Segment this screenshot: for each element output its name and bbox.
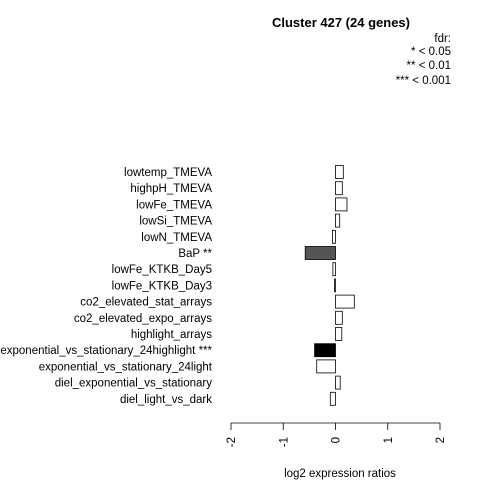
x-tick-label: 1 [383,437,395,443]
category-label: lowSi_TMEVA [139,216,212,228]
legend-title: fdr: [434,33,451,45]
bar [335,165,344,179]
x-axis-label: log2 expression ratios [284,468,396,480]
bar [335,213,341,228]
legend: fdr: * < 0.05 ** < 0.01 *** < 0.001 [396,33,451,87]
chart-title: Cluster 427 (24 genes) [272,15,410,30]
category-label: exponential_vs_stationary_24highlight **… [0,345,212,357]
category-label: highpH_TMEVA [130,183,212,195]
category-label: exponential_vs_stationary_24light [39,361,213,373]
bar [335,327,343,341]
x-tick-label: -1 [278,437,290,447]
bar [335,181,343,196]
category-label: lowFe_KTKB_Day3 [112,280,212,292]
bar [314,343,336,358]
bar [335,294,355,309]
bar [329,391,336,406]
category-label: diel_light_vs_dark [120,394,212,406]
legend-entry-1: * < 0.05 [411,46,451,58]
category-label: lowtemp_TMEVA [124,167,212,179]
bar [335,197,348,212]
bar [304,246,336,260]
category-label: diel_exponential_vs_stationary [55,378,213,390]
bar [316,359,336,374]
category-label: BaP ** [178,248,212,260]
legend-entry-2: ** < 0.01 [407,60,451,72]
x-tick-label: -2 [226,437,238,447]
bar [335,310,343,325]
category-label: lowN_TMEVA [141,232,212,244]
category-label: co2_elevated_expo_arrays [74,313,212,325]
bars [304,165,355,406]
x-tick-label: 2 [435,437,447,443]
x-axis: -2 -1 0 1 2 [226,422,447,447]
category-label: co2_elevated_stat_arrays [80,297,212,309]
category-label: lowFe_KTKB_Day5 [112,264,212,276]
y-axis-labels: lowtemp_TMEVA highpH_TMEVA lowFe_TMEVA lowS… [0,167,212,406]
category-label: lowFe_TMEVA [136,199,212,211]
legend-entry-3: *** < 0.001 [396,75,451,87]
x-tick-label: 0 [331,437,343,443]
category-label: highlight_arrays [131,329,212,341]
bar [334,278,336,293]
bar [331,229,336,244]
bar [332,262,336,277]
bar [335,375,341,390]
